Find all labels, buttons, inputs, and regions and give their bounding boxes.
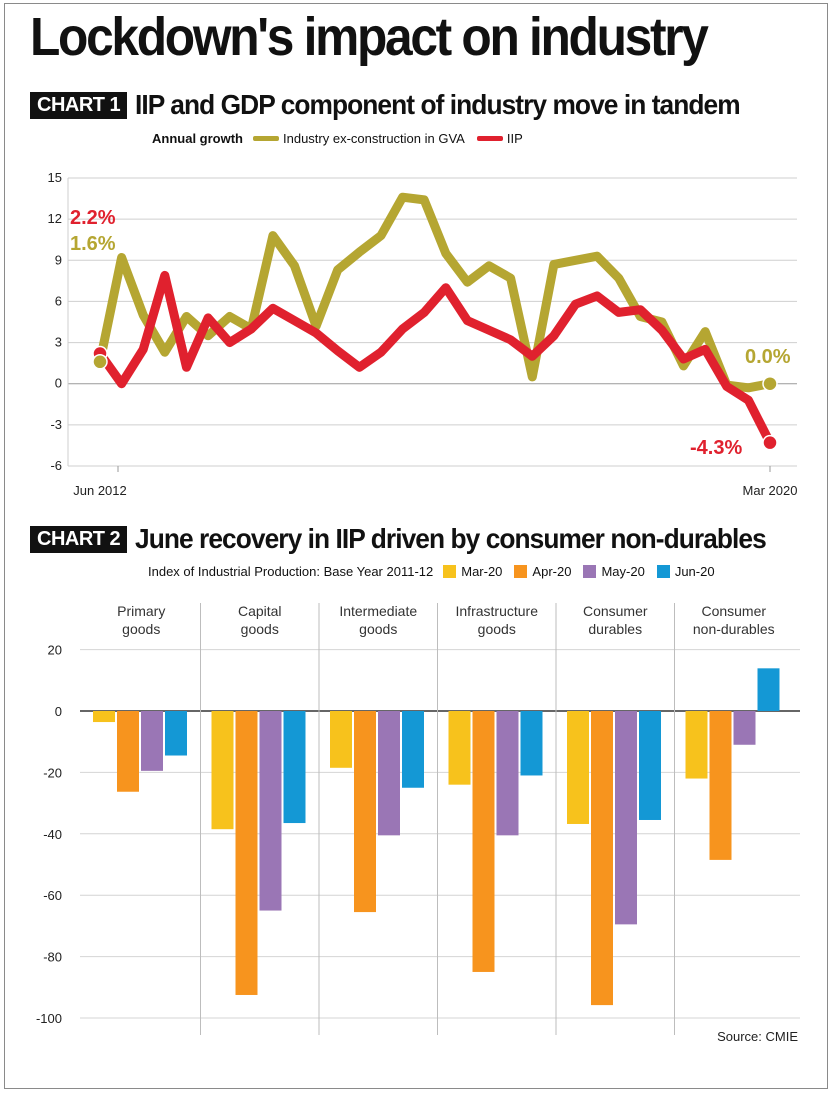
legend-swatch-gva bbox=[253, 136, 279, 141]
chart2-title: June recovery in IIP driven by consumer … bbox=[135, 523, 767, 554]
chart1-y-tick-label: 3 bbox=[55, 335, 62, 350]
chart1-y-tick-label: 6 bbox=[55, 293, 62, 308]
chart1-x-tick-label: Mar 2020 bbox=[743, 483, 798, 498]
chart1-y-tick-label: -6 bbox=[50, 458, 62, 473]
legend-label-may20: May-20 bbox=[601, 564, 645, 579]
chart2-category-label: goods bbox=[122, 621, 160, 637]
chart2-bar-apr20 bbox=[354, 711, 376, 913]
chart2-bar-apr20 bbox=[591, 711, 613, 1006]
legend-label-jun20: Jun-20 bbox=[674, 564, 715, 579]
chart2-y-tick-label: 20 bbox=[48, 643, 62, 658]
chart1-annotation-gva: 0.0% bbox=[745, 346, 791, 368]
chart1-y-tick-label: 12 bbox=[48, 211, 62, 226]
chart2-y-tick-label: -40 bbox=[43, 827, 62, 842]
chart2-category-label: Consumer bbox=[701, 603, 766, 619]
chart2-bar-apr20 bbox=[117, 711, 139, 792]
chart2-category-label: goods bbox=[241, 621, 279, 637]
chart2-y-tick-label: -20 bbox=[43, 765, 62, 780]
chart2-category-label: non-durables bbox=[693, 621, 775, 637]
chart1-header: CHART 1 IIP and GDP component of industr… bbox=[30, 89, 778, 121]
chart2-header: CHART 2 June recovery in IIP driven by c… bbox=[30, 523, 806, 555]
legend-swatch-apr20 bbox=[514, 565, 528, 578]
chart1-y-tick-label: 0 bbox=[55, 376, 62, 391]
chart1-legend-item-gva: Industry ex-construction in GVA bbox=[253, 131, 465, 146]
legend-label-mar20: Mar-20 bbox=[461, 564, 503, 579]
chart1-x-tick-label: Jun 2012 bbox=[73, 483, 127, 498]
chart1-annotation-gva: 1.6% bbox=[70, 233, 116, 255]
chart2-legend: Index of Industrial Production: Base Yea… bbox=[148, 564, 727, 579]
chart2-bar-mar20 bbox=[685, 711, 708, 779]
chart2-category-label: Capital bbox=[238, 603, 282, 619]
chart2-y-tick-label: -80 bbox=[43, 950, 62, 965]
chart2-bar-jun20 bbox=[402, 711, 424, 788]
chart1-point-gva bbox=[92, 354, 108, 370]
legend-label-apr20: Apr-20 bbox=[532, 564, 572, 579]
infographic-frame bbox=[4, 3, 828, 1089]
source-note: Source: CMIE bbox=[717, 1029, 798, 1044]
chart2-bar-may20 bbox=[378, 711, 400, 836]
legend-label-iip: IIP bbox=[506, 131, 523, 146]
chart2-bar-apr20 bbox=[235, 711, 258, 995]
chart2-bar-mar20 bbox=[567, 711, 589, 824]
chart1-y-tick-label: 9 bbox=[55, 252, 62, 267]
chart1-tag: CHART 1 bbox=[30, 91, 128, 119]
chart2-bar-may20 bbox=[259, 711, 282, 911]
chart2-category-label: goods bbox=[359, 621, 397, 637]
chart2-category-label: durables bbox=[588, 621, 642, 637]
chart2-bar-jun20 bbox=[520, 711, 543, 776]
chart2-tag: CHART 2 bbox=[30, 525, 128, 553]
chart2-category-label: Intermediate bbox=[339, 603, 417, 619]
chart2-bar-may20 bbox=[141, 711, 163, 771]
chart2-y-tick-label: 0 bbox=[55, 704, 62, 719]
chart1-title: IIP and GDP component of industry move i… bbox=[135, 89, 741, 120]
chart2-y-tick-label: -60 bbox=[43, 888, 62, 903]
chart2-category-label: Consumer bbox=[583, 603, 648, 619]
chart1-legend-lead: Annual growth bbox=[152, 131, 243, 146]
chart2-legend-item-jun20: Jun-20 bbox=[656, 564, 715, 579]
chart2-bar-may20 bbox=[496, 711, 519, 836]
chart2-bar-may20 bbox=[615, 711, 637, 925]
chart1-y-tick-label: -3 bbox=[50, 417, 62, 432]
chart2-legend-lead: Index of Industrial Production: Base Yea… bbox=[148, 564, 434, 579]
legend-swatch-iip bbox=[476, 136, 503, 141]
chart2-bar-may20 bbox=[733, 711, 756, 745]
legend-label-gva: Industry ex-construction in GVA bbox=[283, 131, 465, 146]
chart1-annotation-iip: -4.3% bbox=[690, 437, 742, 459]
chart2-category-label: goods bbox=[478, 621, 516, 637]
chart2-bar-mar20 bbox=[330, 711, 352, 768]
chart1-annotation-iip: 2.2% bbox=[70, 207, 116, 229]
chart2-bar-jun20 bbox=[283, 711, 306, 824]
chart2-bar-mar20 bbox=[93, 711, 115, 723]
chart2-category-label: Primary bbox=[117, 603, 165, 619]
chart2-bar-mar20 bbox=[211, 711, 234, 830]
chart2-bar-apr20 bbox=[709, 711, 732, 860]
chart2-bar-mar20 bbox=[448, 711, 471, 785]
chart2-bar-jun20 bbox=[639, 711, 661, 820]
legend-swatch-jun20 bbox=[656, 565, 670, 578]
page-title: Lockdown's impact on industry bbox=[30, 7, 709, 67]
chart1-point-gva bbox=[762, 375, 778, 392]
chart1-legend-item-iip: IIP bbox=[476, 131, 523, 146]
chart2-legend-item-may20: May-20 bbox=[583, 564, 645, 579]
chart2-bar-apr20 bbox=[472, 711, 495, 972]
legend-swatch-mar20 bbox=[443, 565, 457, 578]
chart2-y-tick-label: -100 bbox=[36, 1011, 62, 1026]
chart2-category-label: Infrastructure bbox=[456, 603, 539, 619]
chart1-legend: Annual growth Industry ex-construction i… bbox=[152, 131, 535, 146]
chart1-y-tick-label: 15 bbox=[48, 170, 62, 185]
chart2-bar-jun20 bbox=[165, 711, 187, 756]
chart1-series-line-iip bbox=[95, 270, 775, 448]
chart2-legend-item-apr20: Apr-20 bbox=[514, 564, 571, 579]
chart1-point-iip bbox=[762, 434, 778, 451]
chart2-bar-jun20 bbox=[757, 668, 780, 711]
chart2-legend-item-mar20: Mar-20 bbox=[443, 564, 502, 579]
legend-swatch-may20 bbox=[583, 565, 597, 578]
